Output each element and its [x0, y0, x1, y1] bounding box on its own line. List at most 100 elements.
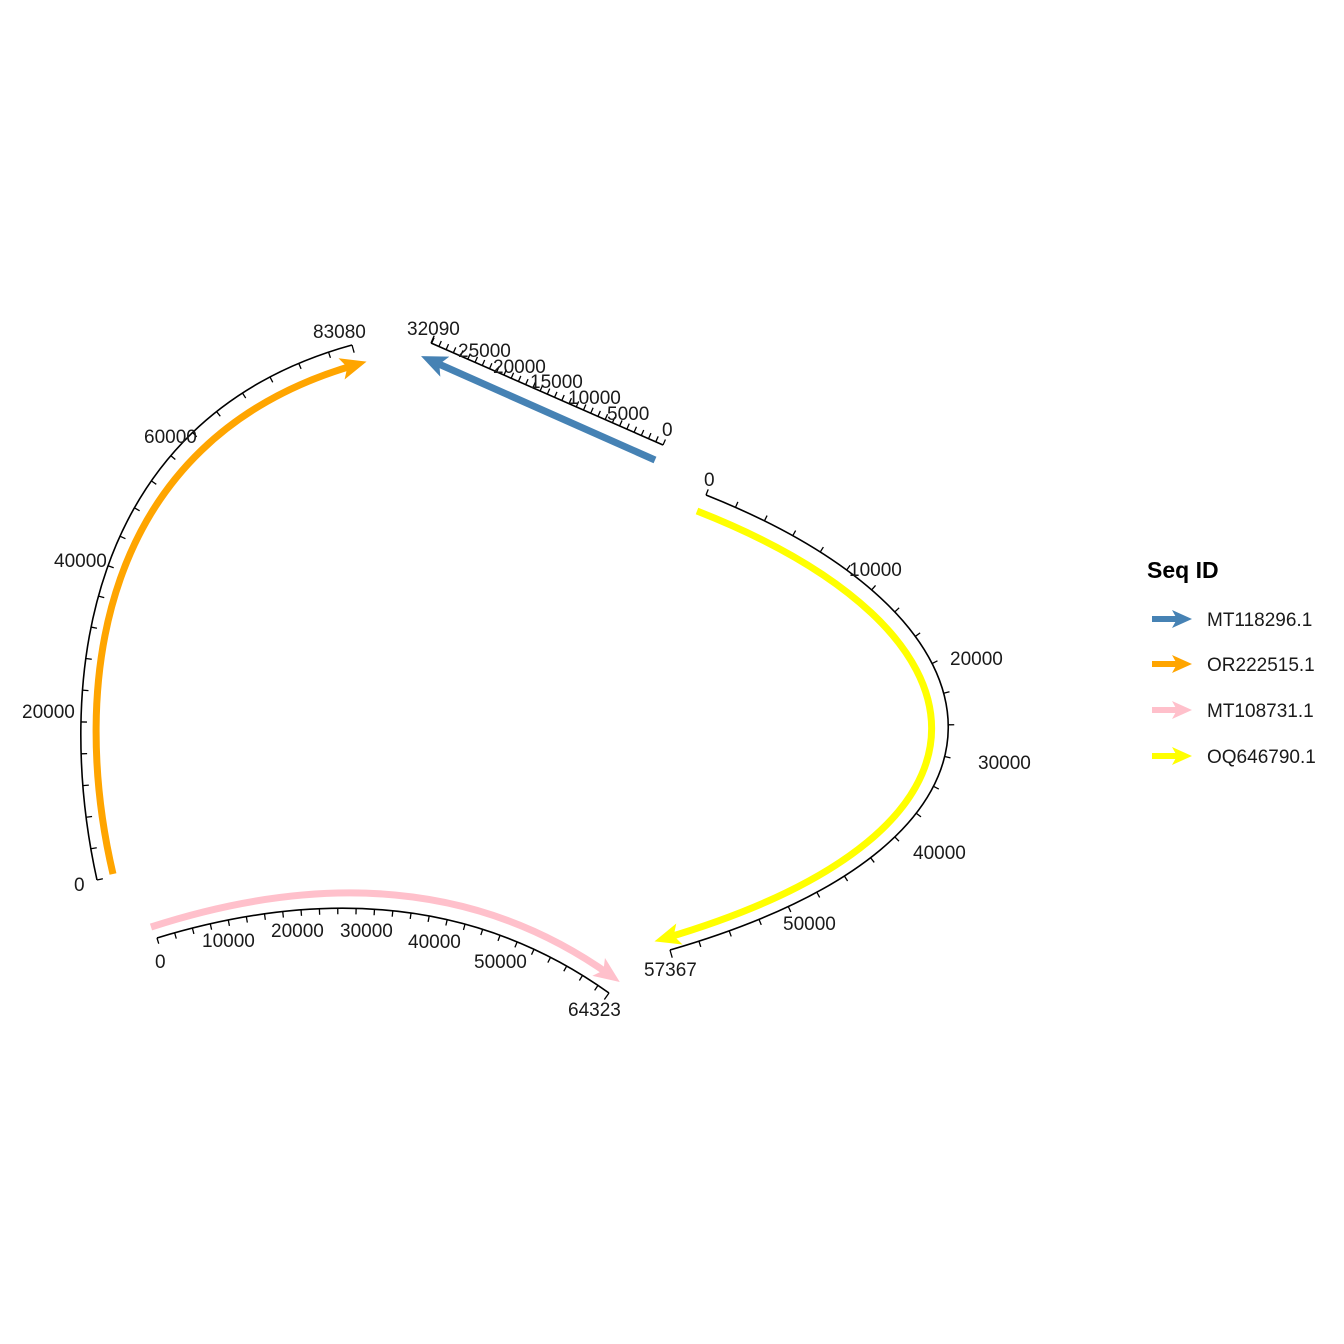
tick-label: 83080	[313, 322, 366, 343]
axis-tick	[894, 607, 900, 613]
axis-tick	[553, 391, 558, 398]
axis-tick	[870, 857, 875, 863]
axis-ticks	[430, 335, 667, 446]
axis-tick	[561, 394, 565, 401]
axis-tick	[107, 565, 114, 569]
axis-tick	[763, 515, 768, 522]
axis-tick	[871, 584, 877, 591]
axis-tick	[191, 927, 195, 935]
axis-tick	[728, 930, 732, 937]
axis-tick	[156, 937, 160, 944]
axis-tick	[603, 992, 610, 1000]
sequence-track-mt118296: 0 5000 10000 15000 20000 25000 32090	[407, 319, 673, 464]
axis-tick	[705, 489, 709, 496]
axis-tick	[894, 836, 900, 842]
axis-tick	[594, 984, 599, 991]
axis-tick	[474, 356, 479, 363]
axis-tick	[758, 919, 762, 926]
axis-tick	[590, 407, 594, 414]
axis-tick	[481, 359, 486, 366]
sequence-arrow	[421, 356, 657, 464]
axis-tick	[734, 501, 739, 508]
sequence-track-oq646790: 0 10000 20000 30000 40000 50000 57367	[644, 470, 1031, 981]
tick-label: 25000	[458, 341, 511, 362]
axis-tick	[86, 815, 93, 818]
axis-tick	[98, 595, 105, 599]
tick-label: 40000	[913, 843, 966, 864]
tick-label: 40000	[54, 551, 107, 572]
axis-tick	[698, 940, 702, 948]
legend-item-oq646790: OQ646790.1	[1152, 747, 1316, 768]
axis-tick	[119, 535, 126, 540]
axis-tick	[438, 340, 442, 347]
axis-tick	[619, 420, 623, 427]
axis-tick	[669, 949, 673, 958]
axis-tick	[640, 429, 645, 436]
axis-tick	[517, 375, 522, 382]
axis-tick	[914, 632, 921, 637]
axis-tick	[282, 911, 285, 918]
tick-label: 60000	[144, 427, 197, 448]
axis-tick	[563, 965, 568, 972]
axis-tick	[452, 347, 457, 354]
axis-tick	[819, 546, 824, 553]
axis-tick	[134, 507, 140, 512]
tick-label: 30000	[340, 921, 393, 942]
legend-item-mt118296: MT118296.1	[1152, 610, 1312, 631]
axis-tick	[430, 335, 435, 344]
axis-tick	[192, 432, 198, 438]
axis-tick	[539, 385, 544, 392]
tick-label: 50000	[474, 952, 527, 973]
axis-tick	[445, 343, 450, 350]
tick-label: 10000	[568, 388, 621, 409]
axis-tick	[787, 906, 792, 913]
axis-tick	[459, 350, 464, 357]
axis-tick	[462, 923, 466, 931]
tick-label: 0	[662, 420, 673, 441]
axis-tick	[525, 378, 529, 385]
axis-tick	[85, 657, 92, 660]
tick-label: 5000	[607, 404, 649, 425]
axis-tick	[915, 812, 922, 818]
tick-label: 20000	[22, 702, 75, 723]
legend-label: OR222515.1	[1207, 655, 1315, 676]
axis-tick	[816, 891, 821, 898]
tick-label: 20000	[271, 921, 324, 942]
axis-tick	[626, 423, 630, 430]
axis-tick	[263, 913, 266, 920]
axis-tick	[510, 372, 515, 379]
sequence-arrow	[654, 507, 935, 945]
axis-tick	[662, 439, 667, 446]
tick-label: 20000	[493, 357, 546, 378]
axis-tick	[90, 847, 97, 850]
axis-tick	[497, 935, 501, 942]
tick-label: 20000	[950, 649, 1003, 670]
axis-tick	[611, 416, 616, 424]
axis-tick	[647, 432, 652, 439]
sequence-track-mt108731: 0 10000 20000 30000 40000 50000 64323	[149, 889, 621, 1021]
axis-tick	[547, 957, 552, 963]
axis-tick	[427, 915, 430, 922]
tick-label: 0	[155, 952, 166, 973]
axis-tick	[933, 785, 940, 790]
legend-label: MT108731.1	[1207, 701, 1314, 722]
legend-label: MT118296.1	[1207, 610, 1312, 631]
axis-tick	[503, 369, 507, 376]
tick-label: 0	[704, 470, 715, 491]
axis-tick	[90, 626, 98, 629]
axis-tick	[843, 875, 849, 882]
axis-ticks	[80, 344, 355, 881]
axis-tick	[597, 410, 601, 417]
axis-tick	[575, 401, 580, 408]
axis-tick	[216, 411, 221, 417]
axis-tick	[568, 397, 573, 404]
tick-label: 64323	[568, 1000, 621, 1021]
axis-tick	[792, 530, 797, 537]
axis-tick	[467, 353, 471, 360]
tick-label: 10000	[202, 931, 255, 952]
axis-tick	[431, 337, 435, 344]
tick-label: 50000	[783, 914, 836, 935]
axis-tick	[488, 362, 493, 369]
